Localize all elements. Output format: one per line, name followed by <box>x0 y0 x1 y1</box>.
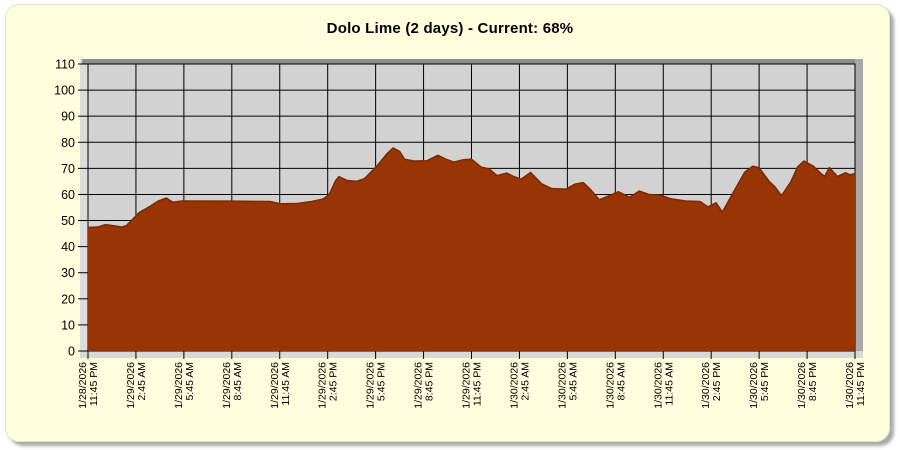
x-tick-label-time: 8:45 PM <box>807 362 819 401</box>
x-tick-label-date: 1/29/2026 <box>125 362 137 409</box>
y-tick-label: 50 <box>61 214 75 228</box>
x-tick-label-time: 2:45 PM <box>711 362 723 401</box>
y-tick-label: 30 <box>61 266 75 280</box>
x-tick-label-time: 11:45 AM <box>663 362 675 406</box>
x-tick-label-date: 1/29/2026 <box>173 362 185 409</box>
x-tick-label-time: 2:45 PM <box>328 362 340 401</box>
x-tick-label-date: 1/30/2026 <box>748 362 760 409</box>
y-tick-label: 90 <box>61 110 75 124</box>
y-tick-label: 60 <box>61 188 75 202</box>
x-tick-label-time: 11:45 PM <box>855 362 867 406</box>
x-tick-label-time: 11:45 PM <box>88 362 100 406</box>
x-tick-label-time: 5:45 PM <box>376 362 388 401</box>
y-tick-label: 10 <box>61 318 75 332</box>
plot-wall-top <box>82 59 863 64</box>
x-tick-label-date: 1/28/2026 <box>77 362 89 409</box>
x-tick-label-time: 2:45 AM <box>519 362 531 401</box>
y-tick-label: 110 <box>55 58 75 72</box>
x-tick-label-date: 1/29/2026 <box>269 362 281 409</box>
y-tick-label: 80 <box>61 136 75 150</box>
chart-title: Dolo Lime (2 days) - Current: 68% <box>326 20 574 37</box>
y-tick-label: 40 <box>61 240 75 254</box>
x-tick-label-date: 1/30/2026 <box>604 362 616 409</box>
y-tick-label: 100 <box>54 84 75 98</box>
x-tick-label-date: 1/30/2026 <box>796 362 808 409</box>
area-series-fill <box>88 148 855 351</box>
x-tick-label-time: 5:45 AM <box>184 362 196 401</box>
x-tick-label-date: 1/30/2026 <box>700 362 712 409</box>
area-series-line <box>87 147 856 229</box>
x-tick-label-time: 8:45 AM <box>615 362 627 401</box>
x-tick-label-date: 1/30/2026 <box>556 362 568 409</box>
x-tick-label-date: 1/29/2026 <box>461 362 473 409</box>
x-tick-label-date: 1/30/2026 <box>652 362 664 409</box>
y-tick-label: 70 <box>61 162 75 176</box>
y-tick-label: 20 <box>61 292 75 306</box>
x-tick-label-date: 1/30/2026 <box>844 362 856 409</box>
plot-wall-right <box>855 59 863 351</box>
x-tick-label-time: 11:45 AM <box>280 362 292 406</box>
x-tick-label-date: 1/29/2026 <box>365 362 377 409</box>
x-tick-label-time: 5:45 AM <box>567 362 579 401</box>
x-tick-label-date: 1/29/2026 <box>317 362 329 409</box>
x-tick-label-time: 8:45 PM <box>424 362 436 401</box>
x-tick-label-time: 2:45 AM <box>136 362 148 401</box>
x-tick-label-time: 8:45 AM <box>232 362 244 401</box>
plot-wall-left <box>80 59 88 358</box>
y-tick-label: 0 <box>68 345 75 359</box>
x-tick-label-time: 5:45 PM <box>759 362 771 401</box>
x-tick-label-date: 1/29/2026 <box>413 362 425 409</box>
x-tick-label-time: 11:45 PM <box>472 362 484 406</box>
x-tick-label-date: 1/30/2026 <box>508 362 520 409</box>
x-tick-label-date: 1/29/2026 <box>221 362 233 409</box>
